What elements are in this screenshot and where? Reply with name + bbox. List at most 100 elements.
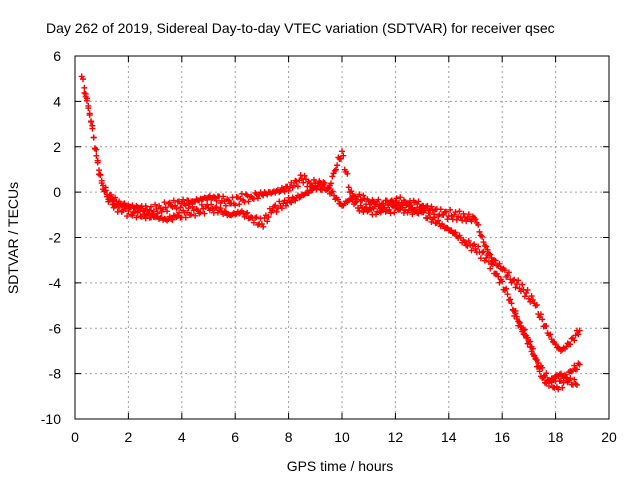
data-point: [515, 277, 522, 284]
y-tick-label: -6: [49, 320, 62, 336]
data-point: [306, 180, 313, 187]
data-point: [575, 331, 582, 338]
data-point: [126, 204, 133, 211]
data-point: [273, 208, 280, 215]
x-tick-label: 8: [285, 429, 293, 445]
data-point: [244, 209, 251, 216]
data-point: [349, 192, 356, 199]
grid-layer: [75, 56, 609, 419]
data-point: [452, 229, 459, 236]
data-point: [116, 204, 123, 211]
x-tick-label: 4: [178, 429, 186, 445]
data-point: [348, 188, 355, 195]
data-point: [559, 384, 566, 391]
data-point: [571, 337, 578, 344]
data-point: [98, 177, 105, 184]
data-point: [555, 386, 562, 393]
data-point: [117, 201, 124, 208]
data-point: [264, 218, 271, 225]
data-point: [185, 205, 192, 212]
data-point: [232, 202, 239, 209]
data-layer: [78, 73, 583, 393]
y-tick-label: -8: [49, 366, 62, 382]
data-point: [164, 208, 171, 215]
data-point: [140, 208, 147, 215]
data-point: [90, 134, 97, 141]
data-point: [471, 241, 478, 248]
data-point: [475, 221, 482, 228]
data-point: [409, 211, 416, 218]
data-point: [310, 176, 317, 183]
data-point: [487, 265, 494, 272]
data-point: [393, 202, 400, 209]
data-point: [331, 167, 338, 174]
data-point: [220, 193, 227, 200]
data-point: [519, 281, 526, 288]
data-point: [480, 248, 487, 255]
data-point: [245, 198, 252, 205]
data-point: [475, 243, 482, 250]
data-point: [532, 356, 539, 363]
data-point: [288, 199, 295, 206]
data-point: [208, 201, 215, 208]
data-point: [166, 199, 173, 206]
data-point: [492, 257, 499, 264]
data-point: [334, 162, 341, 169]
data-point: [344, 170, 351, 177]
data-point: [93, 152, 100, 159]
data-point: [428, 203, 435, 210]
data-point: [453, 216, 460, 223]
data-point: [176, 209, 183, 216]
data-point: [380, 200, 387, 207]
data-point: [504, 291, 511, 298]
data-point: [489, 261, 496, 268]
data-point: [318, 183, 325, 190]
data-point: [189, 203, 196, 210]
data-point: [483, 243, 490, 250]
data-point: [197, 209, 204, 216]
data-point: [452, 209, 459, 216]
data-point: [102, 187, 109, 194]
data-point: [573, 381, 580, 388]
data-point: [345, 184, 352, 191]
y-tick-label: 0: [53, 184, 61, 200]
data-point: [516, 319, 523, 326]
data-point: [443, 208, 450, 215]
data-point: [459, 217, 466, 224]
data-point: [421, 207, 428, 214]
data-point: [477, 232, 484, 239]
data-point: [290, 182, 297, 189]
data-point: [513, 281, 520, 288]
data-point: [81, 84, 88, 91]
series-3: [509, 307, 580, 388]
data-point: [276, 198, 283, 205]
data-point: [521, 326, 528, 333]
data-point: [437, 206, 444, 213]
data-point: [236, 201, 243, 208]
data-point: [533, 301, 540, 308]
data-point: [213, 204, 220, 211]
data-point: [353, 198, 360, 205]
data-point: [392, 198, 399, 205]
data-point: [552, 341, 559, 348]
data-point: [152, 201, 159, 208]
data-point: [329, 173, 336, 180]
data-point: [84, 97, 91, 104]
data-point: [269, 207, 276, 214]
data-point: [468, 218, 475, 225]
data-point: [334, 196, 341, 203]
data-point: [512, 307, 519, 314]
data-point: [372, 211, 379, 218]
data-point: [300, 179, 307, 186]
data-point: [136, 206, 143, 213]
data-point: [480, 239, 487, 246]
data-point: [386, 206, 393, 213]
data-point: [576, 327, 583, 334]
data-point: [507, 296, 514, 303]
data-point: [260, 223, 267, 230]
data-point: [415, 198, 422, 205]
y-tick-label: 6: [53, 48, 61, 64]
data-point: [540, 374, 547, 381]
data-point: [97, 172, 104, 179]
data-point: [339, 148, 345, 155]
